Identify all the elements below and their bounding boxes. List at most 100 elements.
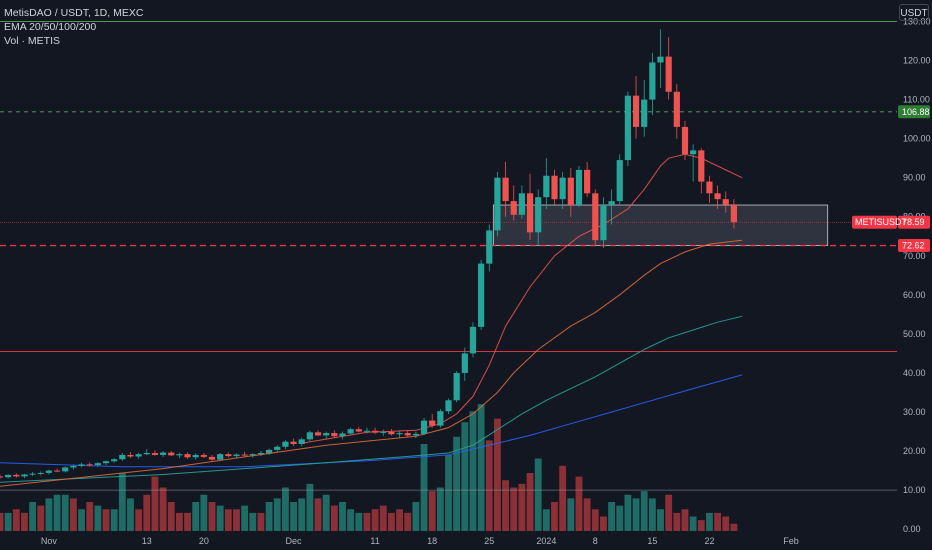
volume-bar bbox=[722, 516, 730, 531]
candle-body bbox=[323, 433, 330, 436]
volume-bar bbox=[135, 509, 143, 531]
x-tick-label: 13 bbox=[142, 536, 152, 546]
x-tick-label: Nov bbox=[41, 536, 58, 546]
candle-body bbox=[233, 454, 240, 457]
volume-bar bbox=[616, 505, 624, 531]
candle-body bbox=[184, 454, 191, 458]
volume-bar bbox=[453, 436, 461, 531]
volume-bar bbox=[45, 498, 53, 531]
price-tag-label: 106.88 bbox=[902, 107, 930, 117]
candle-body bbox=[649, 62, 656, 100]
volume-bar bbox=[648, 498, 656, 531]
volume-bar bbox=[273, 498, 281, 531]
candle-body bbox=[608, 201, 615, 206]
x-tick-label: 22 bbox=[704, 536, 714, 546]
candle-body bbox=[641, 99, 648, 127]
candle-body bbox=[347, 429, 354, 434]
volume-bar bbox=[330, 505, 338, 531]
y-tick-label: 120.00 bbox=[903, 56, 931, 66]
candle-body bbox=[127, 454, 134, 457]
candle-body bbox=[559, 177, 566, 200]
candle-body bbox=[306, 432, 313, 440]
volume-bar bbox=[387, 512, 395, 531]
candle-body bbox=[388, 431, 395, 435]
volume-bar bbox=[200, 494, 208, 531]
x-tick-label: 8 bbox=[593, 536, 598, 546]
volume-bar bbox=[575, 476, 583, 531]
candle-body bbox=[551, 175, 558, 200]
candle-body bbox=[543, 175, 550, 198]
candle-body bbox=[706, 181, 713, 194]
volume-bar bbox=[428, 491, 436, 531]
volume-bar bbox=[53, 494, 61, 531]
volume-bar bbox=[689, 516, 697, 531]
candle-body bbox=[363, 430, 371, 432]
volume-bar bbox=[485, 440, 493, 531]
candle-body bbox=[575, 169, 583, 206]
volume-bar bbox=[518, 483, 526, 531]
volume-bar bbox=[600, 516, 607, 531]
volume-bar bbox=[306, 483, 314, 531]
candle-body bbox=[673, 91, 680, 127]
candle-body bbox=[290, 441, 297, 445]
volume-bar bbox=[143, 494, 151, 531]
candle-body bbox=[192, 454, 199, 458]
volume-bar bbox=[559, 465, 567, 531]
candle-body bbox=[486, 230, 493, 264]
candle-body bbox=[5, 474, 12, 478]
x-tick-label: Dec bbox=[286, 536, 303, 546]
candle-body bbox=[225, 454, 232, 457]
volume-bar bbox=[192, 502, 200, 531]
y-tick-label: 110.00 bbox=[903, 95, 930, 105]
y-tick-label: 10.00 bbox=[903, 485, 926, 495]
ema50-line bbox=[0, 239, 743, 487]
candle-body bbox=[437, 411, 444, 426]
y-tick-label: 50.00 bbox=[903, 329, 926, 339]
x-tick-label: 20 bbox=[199, 536, 209, 546]
volume-bar bbox=[151, 476, 159, 531]
support-zone bbox=[492, 204, 829, 246]
ema200-line bbox=[0, 374, 743, 468]
volume-bar bbox=[21, 512, 28, 531]
candle-body bbox=[208, 456, 216, 460]
candle-body bbox=[94, 463, 101, 466]
candle-body bbox=[274, 446, 281, 450]
volume-bar bbox=[469, 411, 477, 531]
price-tag bbox=[898, 215, 930, 229]
volume-bar bbox=[159, 487, 167, 531]
volume-bar bbox=[37, 505, 45, 531]
candle-body bbox=[657, 56, 664, 63]
volume-bar bbox=[510, 487, 518, 531]
volume-bar bbox=[583, 498, 591, 531]
volume-bar bbox=[12, 509, 20, 531]
candle-body bbox=[339, 433, 346, 437]
candle-body bbox=[616, 160, 623, 202]
x-tick-label: 11 bbox=[370, 536, 379, 546]
candle-body bbox=[78, 464, 85, 466]
y-tick-label: 130.00 bbox=[903, 16, 931, 26]
candle-body bbox=[21, 474, 28, 477]
currency-button[interactable]: USDT bbox=[899, 4, 929, 21]
volume-bar bbox=[640, 491, 648, 531]
candle-body bbox=[151, 452, 159, 455]
volume-bar bbox=[730, 523, 738, 531]
volume-bar bbox=[281, 487, 289, 531]
price-tag-label: 78.59 bbox=[902, 217, 925, 227]
candle-body bbox=[45, 470, 53, 473]
candle-body bbox=[420, 420, 428, 434]
candle-body bbox=[584, 169, 591, 194]
candle-body bbox=[355, 429, 362, 432]
y-tick-label: 70.00 bbox=[903, 251, 926, 261]
volume-bar bbox=[290, 502, 297, 531]
candle-body bbox=[429, 420, 436, 426]
candle-body bbox=[143, 452, 150, 455]
volume-bar bbox=[714, 512, 722, 531]
volume-bar bbox=[86, 502, 94, 531]
volume-bar bbox=[477, 404, 485, 531]
volume-bar bbox=[363, 512, 371, 531]
candle-body bbox=[730, 205, 738, 223]
candle-body bbox=[257, 452, 265, 455]
volume-bar bbox=[379, 505, 387, 531]
candle-body bbox=[624, 95, 631, 161]
